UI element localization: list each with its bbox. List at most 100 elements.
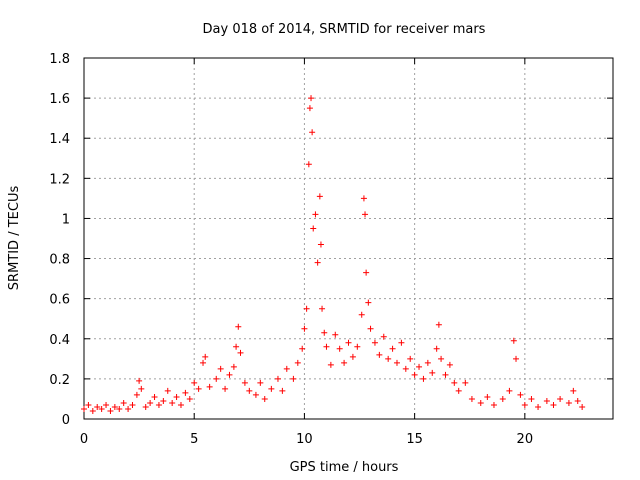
- data-point: [235, 323, 242, 330]
- data-point: [323, 343, 330, 350]
- data-point: [341, 359, 348, 366]
- y-tick-label: 1.2: [49, 172, 70, 187]
- data-point: [160, 397, 167, 404]
- data-point: [279, 387, 286, 394]
- data-point: [543, 397, 550, 404]
- data-point: [169, 399, 176, 406]
- data-point: [133, 391, 140, 398]
- data-point: [107, 407, 114, 414]
- data-point: [309, 129, 316, 136]
- data-point: [362, 211, 369, 218]
- data-point: [358, 311, 365, 318]
- data-point: [213, 375, 220, 382]
- data-point: [513, 355, 520, 362]
- data-point: [206, 383, 213, 390]
- data-point: [111, 403, 118, 410]
- y-tick-label: 0.6: [49, 293, 70, 308]
- data-point: [332, 331, 339, 338]
- data-point: [499, 395, 506, 402]
- data-point: [85, 401, 92, 408]
- data-point: [314, 259, 321, 266]
- y-tick-label: 0.4: [49, 333, 70, 348]
- data-point: [462, 379, 469, 386]
- data-point: [557, 395, 564, 402]
- data-point: [416, 363, 423, 370]
- data-point: [371, 339, 378, 346]
- data-point: [306, 105, 313, 112]
- y-tick-label: 1: [62, 212, 70, 227]
- data-point: [354, 343, 361, 350]
- data-point: [535, 403, 542, 410]
- data-point: [490, 401, 497, 408]
- data-point: [310, 225, 317, 232]
- data-point: [226, 371, 233, 378]
- data-point: [570, 387, 577, 394]
- data-point: [261, 395, 268, 402]
- data-point: [424, 359, 431, 366]
- data-point: [393, 359, 400, 366]
- data-point: [94, 403, 101, 410]
- data-point: [574, 397, 581, 404]
- data-point: [294, 359, 301, 366]
- data-point: [186, 395, 193, 402]
- data-point: [442, 371, 449, 378]
- data-point: [385, 355, 392, 362]
- data-point: [477, 399, 484, 406]
- data-point: [380, 333, 387, 340]
- tick-labels: 0 0.2 0.4 0.6 0.8 1 1.2 1.4 1.6 1.8 0 5 10 15 20: [49, 52, 533, 447]
- y-tick-label: 0: [62, 413, 70, 428]
- data-point: [155, 401, 162, 408]
- data-point: [316, 193, 323, 200]
- data-point: [195, 385, 202, 392]
- data-point: [222, 385, 229, 392]
- data-point: [151, 393, 158, 400]
- data-point: [550, 401, 557, 408]
- chart-title: Day 018 of 2014, SRMTID for receiver mar…: [203, 22, 486, 37]
- data-point: [435, 321, 442, 328]
- data-point: [365, 299, 372, 306]
- data-point: [138, 385, 145, 392]
- data-point: [246, 387, 253, 394]
- data-point: [389, 345, 396, 352]
- grid: [84, 58, 613, 419]
- data-point: [402, 365, 409, 372]
- data-point: [200, 359, 207, 366]
- data-point: [147, 399, 154, 406]
- data-point: [336, 345, 343, 352]
- data-point: [367, 325, 374, 332]
- data-point: [303, 305, 310, 312]
- y-tick-label: 1.4: [49, 132, 70, 147]
- data-point: [177, 401, 184, 408]
- data-point: [565, 399, 572, 406]
- data-point: [319, 305, 326, 312]
- data-point: [510, 337, 517, 344]
- data-point: [129, 401, 136, 408]
- x-tick-label: 15: [406, 432, 423, 447]
- data-point: [308, 95, 315, 102]
- data-point: [274, 375, 281, 382]
- data-point: [305, 161, 312, 168]
- data-point: [312, 211, 319, 218]
- data-point: [202, 353, 209, 360]
- data-point: [376, 351, 383, 358]
- x-tick-label: 0: [80, 432, 88, 447]
- x-axis-label: GPS time / hours: [290, 460, 399, 475]
- data-point: [317, 241, 324, 248]
- data-point: [579, 403, 586, 410]
- data-point: [191, 379, 198, 386]
- data-point: [217, 365, 224, 372]
- data-point: [299, 345, 306, 352]
- data-point: [136, 377, 143, 384]
- data-point: [301, 325, 308, 332]
- data-point: [321, 329, 328, 336]
- y-tick-label: 0.2: [49, 373, 70, 388]
- data-point: [451, 379, 458, 386]
- data-point: [438, 355, 445, 362]
- data-point: [257, 379, 264, 386]
- data-point: [468, 395, 475, 402]
- data-points: [81, 95, 586, 414]
- data-point: [125, 405, 132, 412]
- data-point: [252, 391, 259, 398]
- y-tick-label: 1.6: [49, 92, 70, 107]
